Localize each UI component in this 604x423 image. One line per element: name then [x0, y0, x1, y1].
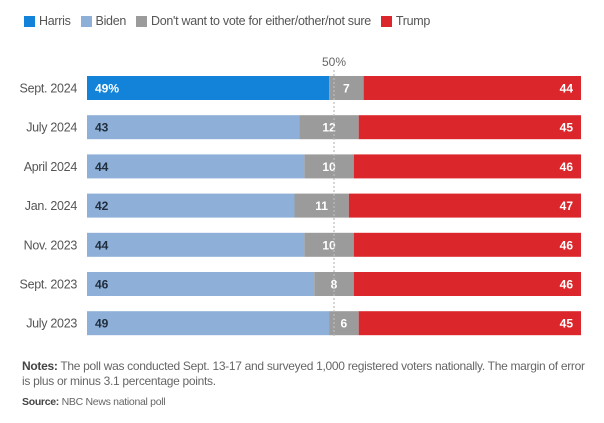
data-label-biden: 44: [95, 238, 109, 252]
data-label-trump: 46: [560, 160, 574, 174]
row-label: July 2024: [26, 121, 77, 135]
bar-segment-trump: [348, 193, 581, 218]
bar-segment-other: [294, 193, 349, 218]
source-text: NBC News national poll: [61, 396, 166, 408]
bar-segment-biden: [87, 154, 305, 179]
legend-swatch-biden: [80, 15, 92, 27]
legend-label-other: Don't want to vote for either/other/not …: [151, 14, 371, 28]
data-label-trump: 44: [560, 82, 574, 96]
bar-segment-other: [304, 154, 354, 179]
reference-line-label: 50%: [322, 55, 346, 69]
bar-segment-harris: [87, 76, 330, 100]
legend-item-other: Don't want to vote for either/other/not …: [136, 14, 371, 28]
row-label: Jan. 2024: [25, 199, 78, 213]
data-label-other: 10: [322, 238, 336, 252]
row-label: Sept. 2024: [20, 82, 78, 96]
chart-legend: Harris Biden Don't want to vote for either…: [24, 14, 440, 28]
data-label-biden: 46: [95, 278, 109, 292]
bar-segment-biden: [87, 272, 315, 296]
bar-segment-biden: [87, 232, 305, 257]
bar-segment-trump: [358, 311, 581, 336]
data-label-harris: 49%: [95, 82, 119, 96]
legend-label-trump: Trump: [395, 14, 431, 28]
bar-segment-biden: [87, 193, 295, 218]
data-label-other: 8: [331, 278, 338, 292]
legend-item-harris: Harris: [24, 14, 71, 28]
bar-segment-other: [329, 76, 364, 100]
bar-segment-biden: [87, 311, 330, 336]
data-label-other: 11: [315, 199, 328, 213]
data-label-other: 12: [322, 121, 336, 135]
bar-segment-trump: [353, 154, 581, 179]
data-label-biden: 49: [95, 317, 109, 331]
source-label: Source:: [22, 396, 59, 408]
stacked-bar-chart: Sept. 2024 49% 7 44 July 2024 43 12 45 April 202…: [20, 55, 581, 338]
bar-segment-trump: [358, 115, 581, 140]
data-label-trump: 47: [560, 199, 574, 213]
data-label-trump: 46: [560, 238, 574, 252]
legend-item-biden: Biden: [80, 14, 127, 28]
notes-text: The poll was conducted Sept. 13-17 and s…: [22, 359, 585, 388]
data-label-other: 10: [322, 160, 336, 174]
bar-segment-trump: [353, 232, 581, 257]
data-label-trump: 45: [560, 121, 574, 135]
legend-swatch-trump: [380, 15, 392, 27]
data-label-other: 6: [341, 317, 348, 331]
legend-label-biden: Biden: [95, 14, 127, 28]
bar-segment-other: [299, 115, 359, 140]
bar-segment-trump: [353, 272, 581, 296]
data-label-other: 7: [343, 82, 350, 96]
chart-source: Source: NBC News national poll: [22, 396, 166, 408]
legend-swatch-harris: [24, 15, 35, 27]
row-label: Sept. 2023: [20, 278, 78, 292]
legend-item-trump: Trump: [380, 14, 431, 28]
data-label-biden: 42: [95, 199, 109, 213]
chart-notes: Notes: The poll was conducted Sept. 13-1…: [22, 359, 592, 389]
bar-segment-trump: [363, 76, 581, 100]
bar-segment-biden: [87, 115, 300, 140]
legend-swatch-other: [136, 15, 148, 27]
bar-segment-other: [304, 232, 354, 257]
notes-label: Notes:: [22, 359, 58, 373]
data-label-trump: 45: [560, 317, 574, 331]
legend-label-harris: Harris: [39, 14, 71, 28]
data-label-trump: 46: [560, 278, 574, 292]
row-label: July 2023: [26, 317, 77, 331]
data-label-biden: 44: [95, 160, 109, 174]
row-label: Nov. 2023: [24, 238, 78, 252]
data-label-biden: 43: [95, 121, 109, 135]
row-label: April 2024: [24, 160, 78, 174]
